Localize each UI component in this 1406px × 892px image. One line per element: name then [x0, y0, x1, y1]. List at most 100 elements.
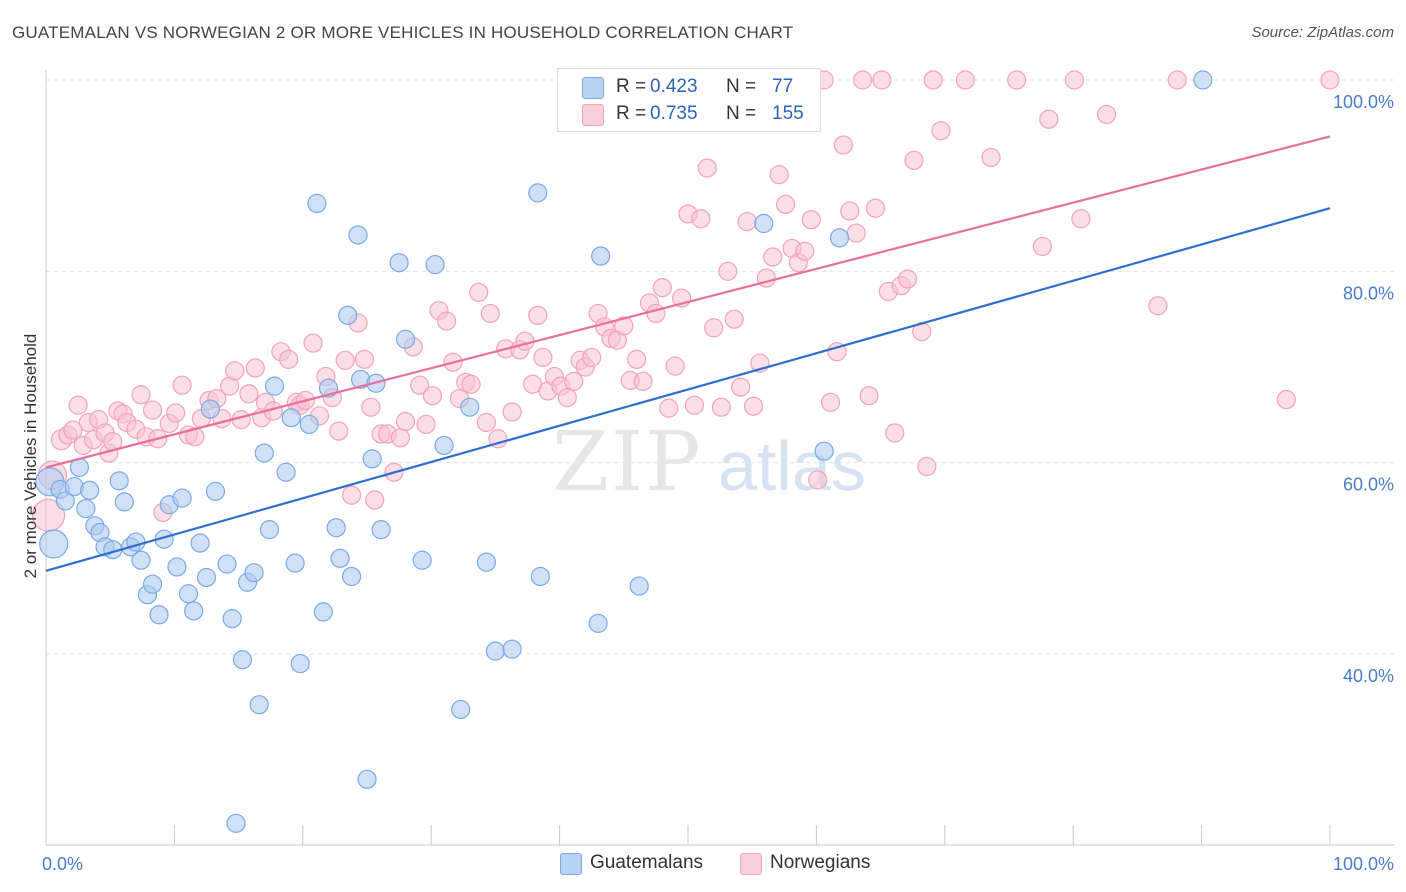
norwegians-point	[1276, 389, 1296, 410]
guatemalans-point	[217, 554, 237, 574]
trend-lines	[45, 135, 1331, 572]
guatemalans-point	[232, 650, 253, 670]
norwegians-point	[801, 210, 821, 230]
guatemalans-point	[55, 491, 75, 511]
guatemalans-point	[167, 557, 187, 577]
x-tick-label-min: 0.0%	[42, 854, 83, 874]
norwegians-point	[955, 70, 975, 90]
norwegians-point	[1096, 104, 1117, 125]
norwegians-point	[711, 397, 731, 417]
norwegians-point	[652, 277, 672, 298]
guatemalans-point	[254, 443, 274, 463]
legend-swatch-blue	[582, 77, 604, 99]
norwegians-point	[808, 470, 828, 490]
guatemalans-point	[362, 449, 382, 469]
guatemalans-point	[76, 498, 96, 519]
norwegians-point	[335, 350, 355, 370]
guatemalans-point	[814, 441, 834, 461]
legend-label-norwegians: Norwegians	[770, 852, 871, 873]
norwegians-point	[68, 395, 88, 415]
watermark-atlas: atlas	[718, 427, 866, 505]
norwegians-point	[846, 223, 866, 243]
norwegians-point	[737, 211, 757, 232]
y-tick-label: 60.0%	[1343, 475, 1394, 495]
guatemalans-point	[485, 641, 505, 661]
guatemalans-point	[178, 584, 199, 604]
guatemalans-point	[348, 225, 368, 245]
guatemalans-point	[205, 481, 226, 501]
guatemalans-points	[35, 70, 1213, 833]
guatemalans-point	[326, 518, 346, 538]
guatemalans-point	[196, 567, 217, 588]
legend-n-label: N =	[726, 76, 757, 97]
norwegians-trend-line	[45, 135, 1331, 469]
guatemalans-point	[109, 471, 129, 491]
legend-r-value: 0.735	[650, 103, 698, 124]
legend-r-value: 0.423	[650, 76, 698, 97]
norwegians-point	[724, 309, 744, 329]
guatemalans-point	[39, 529, 69, 559]
guatemalans-point	[341, 566, 362, 587]
y-tick-label: 80.0%	[1343, 283, 1394, 303]
guatemalans-point	[389, 253, 409, 273]
norwegians-point	[279, 349, 299, 369]
norwegians-point	[395, 411, 416, 432]
norwegians-point	[63, 420, 83, 440]
norwegians-point	[515, 331, 535, 351]
guatemalans-point	[307, 193, 327, 214]
norwegians-point	[731, 377, 751, 397]
norwegians-point	[361, 397, 381, 417]
norwegians-points	[31, 70, 1340, 532]
norwegians-point	[795, 241, 815, 261]
y-tick-label: 100.0%	[1333, 92, 1394, 112]
norwegians-point	[390, 428, 410, 448]
guatemalans-point	[629, 576, 649, 596]
guatemalans-point	[754, 213, 774, 234]
guatemalans-point	[184, 601, 204, 621]
norwegians-point	[865, 198, 886, 218]
guatemalans-point	[434, 435, 454, 456]
norwegians-point	[614, 316, 634, 336]
norwegians-point	[665, 356, 685, 376]
guatemalans-point	[829, 228, 850, 248]
guatemalans-point	[259, 520, 280, 540]
norwegians-point	[533, 347, 553, 368]
x-tick-label-max: 100.0%	[1333, 854, 1394, 874]
norwegians-point	[1148, 296, 1168, 316]
norwegians-point	[1039, 109, 1059, 129]
norwegians-point	[528, 305, 548, 325]
guatemalans-point	[528, 183, 548, 203]
legend-n-value: 77	[772, 76, 794, 97]
guatemalans-point	[276, 462, 296, 482]
norwegians-point	[820, 392, 841, 412]
guatemalans-point	[226, 813, 246, 833]
legend-label-guatemalans: Guatemalans	[590, 852, 704, 873]
guatemalans-point	[412, 550, 432, 570]
legend-swatch-pink	[740, 853, 762, 875]
norwegians-point	[697, 158, 717, 178]
guatemalans-point	[395, 329, 416, 349]
norwegians-point	[365, 490, 385, 510]
norwegians-point	[917, 456, 937, 477]
norwegians-point	[931, 121, 951, 141]
guatemalans-point	[172, 488, 192, 508]
source-label: Source: ZipAtlas.com	[1251, 24, 1394, 41]
norwegians-point	[476, 412, 497, 433]
norwegians-point	[185, 427, 205, 447]
norwegians-point	[131, 385, 151, 405]
guatemalans-point	[131, 550, 151, 570]
guatemalans-point	[588, 613, 608, 633]
norwegians-point	[691, 209, 711, 229]
guatemalans-point	[80, 480, 100, 501]
guatemalans-point	[114, 492, 134, 512]
norwegians-point	[166, 403, 186, 423]
norwegians-point	[225, 361, 245, 381]
norwegians-point	[763, 247, 783, 267]
norwegians-point	[704, 318, 724, 338]
norwegians-point	[981, 147, 1001, 168]
norwegians-point	[684, 395, 705, 415]
norwegians-point	[853, 70, 873, 90]
norwegians-point	[833, 135, 853, 155]
norwegians-point	[1320, 70, 1340, 90]
norwegians-point	[718, 261, 738, 281]
